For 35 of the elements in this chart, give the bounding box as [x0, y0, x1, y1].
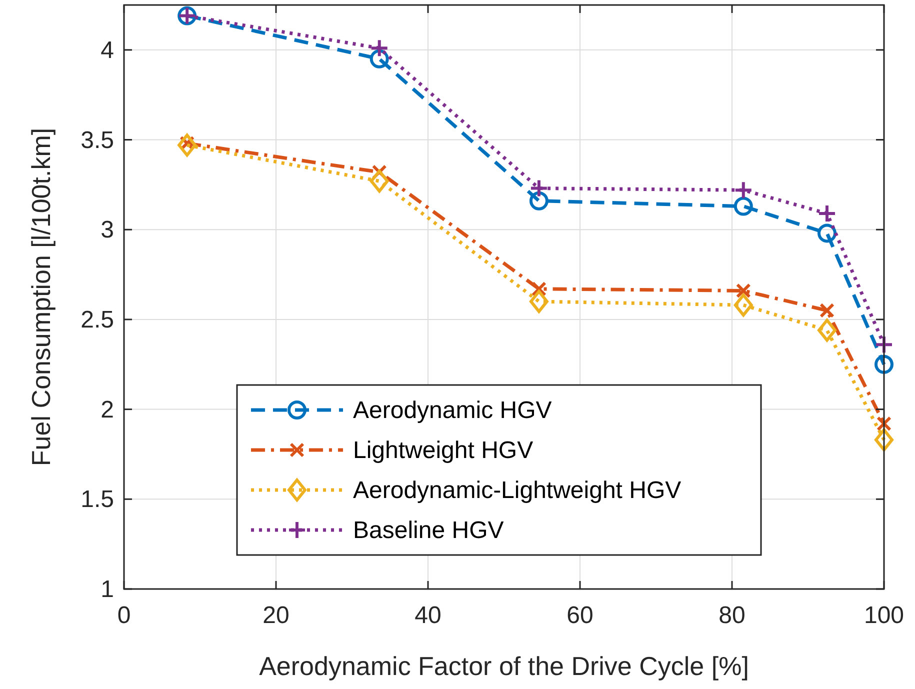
point	[370, 170, 389, 193]
point	[734, 196, 753, 216]
y-axis-title: Fuel Consumption [l/100t.km]	[26, 128, 56, 466]
point	[818, 204, 836, 223]
point	[529, 178, 548, 198]
x-tick-label: 60	[566, 602, 594, 629]
point	[818, 318, 836, 342]
x-axis-title: Aerodynamic Factor of the Drive Cycle [%]	[259, 651, 749, 681]
x-tick-label: 80	[718, 602, 746, 629]
x-tick-label: 0	[117, 602, 131, 629]
y-tick-label: 4	[100, 36, 114, 64]
legend-label: Lightweight HGV	[353, 437, 534, 464]
point	[529, 290, 548, 313]
point	[178, 134, 197, 157]
y-tick-label: 2	[100, 396, 114, 424]
y-tick-label: 1	[100, 576, 114, 603]
x-tick-label: 20	[262, 602, 290, 629]
point	[370, 38, 389, 58]
point	[529, 191, 548, 210]
point	[876, 416, 892, 432]
point	[820, 302, 834, 318]
point	[734, 180, 753, 200]
y-tick-label: 3.5	[80, 126, 114, 154]
legend-label: Aerodynamic-Lightweight HGV	[353, 477, 682, 504]
point	[874, 354, 894, 374]
y-tick-label: 3	[100, 216, 114, 244]
y-tick-label: 1.5	[80, 486, 114, 514]
point	[874, 428, 894, 452]
point	[874, 335, 894, 354]
legend-label: Aerodynamic HGV	[353, 397, 552, 424]
point	[734, 294, 753, 317]
x-tick-label: 40	[414, 602, 442, 629]
x-tick-label: 100	[864, 602, 904, 629]
legend-label: Baseline HGV	[353, 517, 504, 544]
y-tick-label: 2.5	[80, 306, 114, 334]
